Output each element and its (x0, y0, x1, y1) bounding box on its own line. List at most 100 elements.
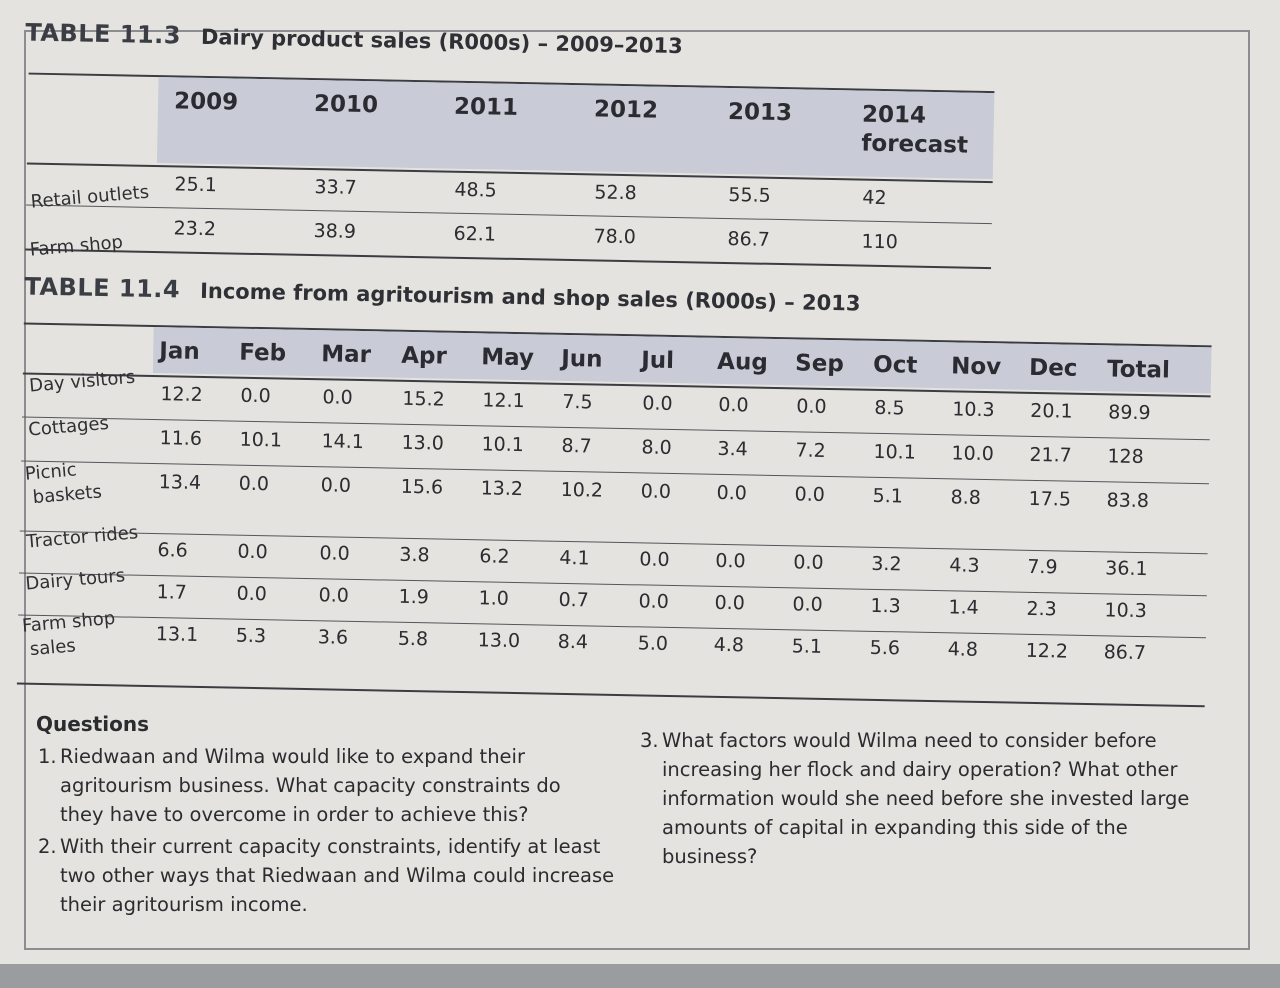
table-cell: 8.5 (874, 396, 905, 420)
row-label: Farm shop (28, 231, 124, 261)
table-cell: 5.1 (791, 635, 823, 658)
table-cell: 1.3 (870, 594, 901, 618)
table-cell: 5.3 (235, 624, 267, 648)
table-cell: 10.3 (952, 398, 995, 422)
column-header: 2014 forecast (861, 101, 969, 159)
table-cell: 0.0 (638, 590, 669, 613)
table-cell: 8.8 (950, 486, 982, 509)
table-cell: 52.8 (594, 181, 637, 205)
table-number: TABLE 11.3 (25, 18, 182, 50)
table-cell: 42 (862, 186, 887, 210)
table-cell: 0.7 (558, 588, 590, 612)
column-header: Apr (400, 342, 448, 370)
row-rule (19, 530, 1208, 555)
table-cell: 5.0 (637, 632, 669, 655)
table-cell: 0.0 (240, 384, 271, 408)
row-rule (26, 204, 992, 225)
column-header: Dec (1028, 354, 1078, 382)
table-cell: 4.3 (949, 554, 980, 577)
table-cell: 0.0 (319, 542, 350, 565)
table-cell: 10.0 (951, 442, 994, 466)
table-cell: 3.4 (717, 437, 748, 461)
table-cell: 86.7 (727, 228, 771, 251)
column-header: 2012 (593, 96, 659, 124)
column-header: Oct (872, 351, 918, 379)
table-cell: 23.2 (173, 217, 217, 241)
table-cell: 89.9 (1108, 401, 1151, 425)
table-cell: 7.5 (562, 390, 593, 414)
bottom-rule (25, 248, 992, 270)
row-label: Picnic baskets (24, 459, 103, 509)
column-header: 2010 (313, 91, 379, 119)
question-3: 3. What factors would Wilma need to cons… (640, 726, 1210, 871)
table-cell: 83.8 (1106, 489, 1150, 513)
table-cell: 12.2 (160, 383, 203, 406)
table-cell: 13.0 (477, 629, 521, 653)
table-cell: 62.1 (453, 222, 497, 246)
table-cell: 7.2 (795, 439, 826, 462)
column-header: Sep (794, 350, 845, 378)
table-cell: 21.7 (1029, 443, 1072, 467)
table-11-3-heading: TABLE 11.3 Dairy product sales (R000s) – … (25, 18, 683, 59)
table-cell: 1.7 (156, 581, 188, 604)
table-cell: 10.1 (239, 428, 283, 452)
table-cell: 0.0 (322, 386, 353, 409)
table-cell: 11.6 (159, 427, 203, 450)
table-cell: 86.7 (1103, 641, 1147, 665)
question-number: 1. (38, 745, 57, 768)
table-cell: 0.0 (640, 480, 672, 503)
table-cell: 8.4 (557, 630, 589, 654)
table-caption: Income from agritourism and shop sales (… (199, 278, 861, 316)
row-label: Retail outlets (29, 181, 150, 213)
table-cell: 12.2 (1025, 639, 1069, 663)
row-label: Tractor rides (25, 522, 139, 553)
column-header: Jan (159, 338, 200, 365)
table-cell: 14.1 (321, 430, 365, 454)
column-header: Nov (950, 353, 1002, 381)
table-cell: 13.2 (480, 477, 524, 501)
table-cell: 15.6 (400, 475, 444, 499)
table-cell: 3.6 (317, 626, 349, 649)
table-cell: 15.2 (402, 387, 445, 411)
table-caption: Dairy product sales (R000s) – 2009–2013 (200, 24, 684, 59)
question-number: 2. (38, 835, 57, 858)
table-cell: 6.2 (479, 545, 510, 568)
table-cell: 8.7 (561, 434, 592, 458)
table-cell: 128 (1107, 445, 1144, 469)
table-cell: 0.0 (792, 593, 823, 616)
table-cell: 5.1 (872, 484, 904, 508)
table-cell: 0.0 (794, 483, 826, 506)
table-cell: 55.5 (728, 184, 771, 207)
table-number: TABLE 11.4 (24, 272, 181, 304)
column-header: 2013 (727, 98, 793, 127)
table-cell: 13.4 (158, 471, 202, 494)
table-cell: 33.7 (314, 176, 357, 199)
question-text: What factors would Wilma need to conside… (662, 729, 1190, 868)
table-cell: 12.1 (482, 389, 525, 413)
bottom-rule (16, 682, 1205, 708)
question-number: 3. (640, 729, 659, 752)
table-cell: 7.9 (1027, 555, 1058, 579)
column-header: Feb (239, 339, 287, 367)
question-1: 1. Riedwaan and Wilma would like to expa… (38, 742, 608, 829)
table-cell: 20.1 (1030, 399, 1073, 423)
table-cell: 0.0 (715, 549, 746, 573)
table-cell: 1.4 (948, 596, 979, 619)
table-11-4-heading: TABLE 11.4 Income from agritourism and sh… (24, 273, 861, 317)
table-cell: 4.8 (947, 638, 979, 661)
table-cell: 3.8 (399, 543, 430, 567)
column-header: Aug (716, 348, 769, 376)
table-cell: 0.0 (716, 481, 748, 505)
question-text: With their current capacity constraints,… (60, 835, 615, 916)
table-cell: 0.0 (714, 591, 745, 615)
column-header: 2009 (173, 88, 239, 116)
table-cell: 10.1 (481, 433, 525, 457)
table-cell: 5.8 (397, 627, 429, 651)
table-cell: 8.0 (641, 436, 672, 459)
textbook-page: TABLE 11.3 Dairy product sales (R000s) – … (0, 0, 1280, 964)
table-cell: 0.0 (236, 582, 268, 606)
column-header: Mar (321, 341, 372, 369)
table-cell: 0.0 (793, 551, 824, 574)
questions-title: Questions (36, 712, 150, 736)
row-label: Day visitors (28, 366, 136, 397)
